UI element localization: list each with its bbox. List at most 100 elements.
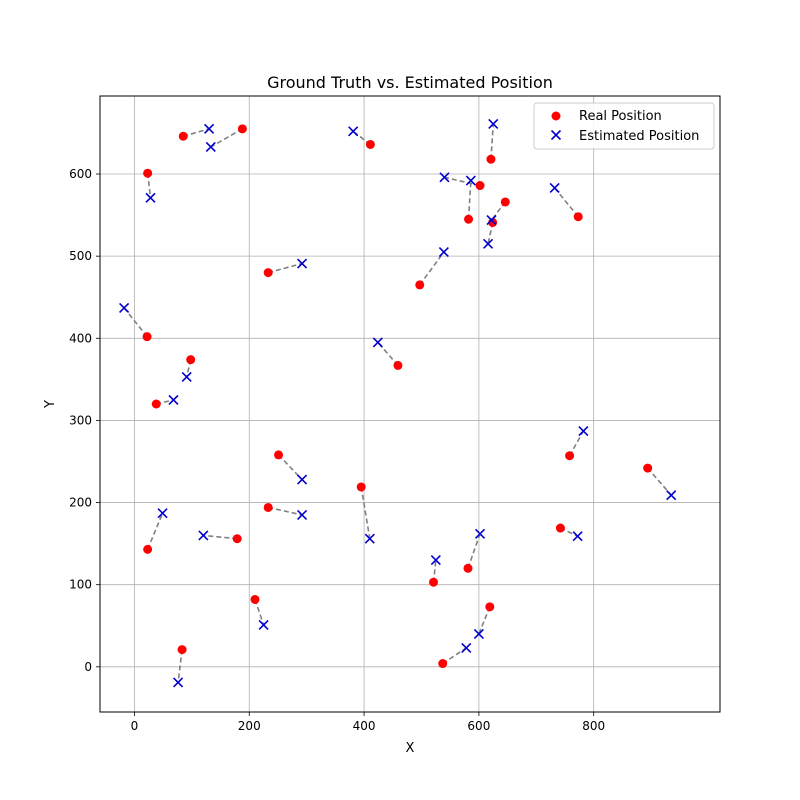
connector-line	[647, 467, 672, 496]
y-tick-label: 200	[69, 496, 92, 510]
estimated-position-point	[483, 238, 494, 249]
y-tick-label: 100	[69, 578, 92, 592]
connector-line	[203, 534, 238, 540]
connector-line	[177, 649, 183, 683]
real-position-point	[250, 594, 260, 604]
y-axis-label: Y	[43, 400, 58, 409]
y-axis-ticks: 0 100 200 300 400 500 600	[69, 167, 100, 674]
real-position-point	[151, 399, 161, 409]
estimated-position-point	[297, 258, 308, 269]
real-position-point	[263, 268, 273, 278]
estimated-position-point	[488, 118, 499, 129]
real-position-point	[475, 181, 485, 191]
estimated-position-point	[473, 628, 484, 640]
plot-area	[100, 96, 720, 712]
real-position-point	[393, 360, 403, 370]
connector-line	[444, 176, 481, 187]
y-tick-label: 600	[69, 167, 92, 181]
estimated-position-point	[439, 172, 450, 183]
estimated-position-point	[173, 677, 184, 688]
real-position-point	[438, 659, 448, 669]
real-position-point	[356, 482, 366, 492]
real-position-point	[232, 534, 242, 544]
chart-title: Ground Truth vs. Estimated Position	[267, 73, 553, 92]
real-position-point	[142, 332, 152, 342]
y-tick-label: 500	[69, 249, 92, 263]
connector-line	[467, 180, 472, 220]
x-axis-label: X	[406, 741, 415, 756]
estimated-position-point	[204, 123, 215, 134]
grid-lines	[100, 96, 720, 712]
estimated-position-point	[372, 337, 383, 348]
estimated-position-point	[297, 474, 308, 485]
connector-line	[123, 307, 148, 338]
x-tick-label: 800	[582, 719, 605, 733]
x-tick-label: 400	[353, 719, 376, 733]
real-position-point	[565, 451, 575, 461]
connector-line	[478, 606, 491, 635]
estimated-position-point	[348, 126, 359, 137]
real-position-point	[178, 131, 188, 141]
estimated-position-point	[666, 490, 677, 501]
real-position-point	[177, 645, 187, 655]
estimated-position-point	[297, 509, 308, 520]
estimated-position-point	[119, 302, 130, 313]
estimated-position-series	[119, 118, 677, 688]
real-position-point	[500, 197, 510, 207]
real-position-point	[143, 168, 153, 178]
x-tick-label: 200	[238, 719, 261, 733]
real-position-point	[573, 212, 583, 222]
x-tick-label: 600	[467, 719, 490, 733]
estimated-position-point	[438, 246, 449, 258]
real-position-point	[143, 544, 153, 554]
real-position-point	[486, 154, 496, 164]
estimated-position-point	[198, 530, 209, 541]
real-position-point	[429, 577, 439, 587]
connector-line	[554, 187, 579, 218]
estimated-position-point	[549, 182, 560, 194]
estimated-position-point	[205, 141, 216, 152]
estimated-position-point	[168, 394, 179, 405]
real-position-series	[142, 124, 653, 669]
real-position-point	[365, 139, 375, 149]
connector-line	[267, 262, 303, 274]
y-tick-label: 400	[69, 331, 92, 345]
connector-line	[210, 128, 243, 148]
estimated-position-point	[258, 619, 269, 631]
legend-box	[533, 102, 715, 150]
connector-line	[467, 533, 481, 569]
estimated-position-point	[578, 426, 589, 437]
real-position-point	[643, 463, 653, 473]
legend-marker-estimated	[550, 129, 562, 141]
real-position-point	[263, 502, 273, 512]
real-position-point	[464, 214, 474, 224]
estimated-position-point	[364, 533, 375, 544]
connector-line	[442, 647, 467, 665]
real-position-point	[485, 602, 495, 612]
real-position-point	[274, 450, 284, 460]
estimated-position-point	[181, 371, 192, 382]
estimated-position-point	[474, 528, 486, 539]
real-position-point	[555, 523, 565, 533]
y-tick-label: 300	[69, 413, 92, 427]
legend-marker-real	[551, 111, 561, 121]
x-axis-ticks: 0 200 400 600 800	[131, 712, 605, 733]
real-position-point	[463, 563, 473, 573]
connector-line	[146, 512, 164, 550]
y-tick-label: 0	[84, 660, 92, 674]
connector-line	[568, 430, 585, 457]
x-tick-label: 0	[131, 719, 139, 733]
estimated-position-point	[145, 192, 156, 203]
estimated-position-point	[157, 508, 168, 519]
estimated-position-point	[572, 531, 583, 542]
connector-line	[490, 123, 495, 160]
real-position-point	[415, 280, 425, 290]
estimated-position-point	[486, 214, 497, 226]
legend-label-real: Real Position	[579, 109, 662, 124]
legend: Real Position Estimated Position	[533, 102, 715, 150]
connector-line	[419, 251, 445, 286]
estimated-position-point	[465, 175, 476, 186]
legend-label-estimated: Estimated Position	[579, 129, 699, 144]
connector-line	[360, 486, 371, 539]
